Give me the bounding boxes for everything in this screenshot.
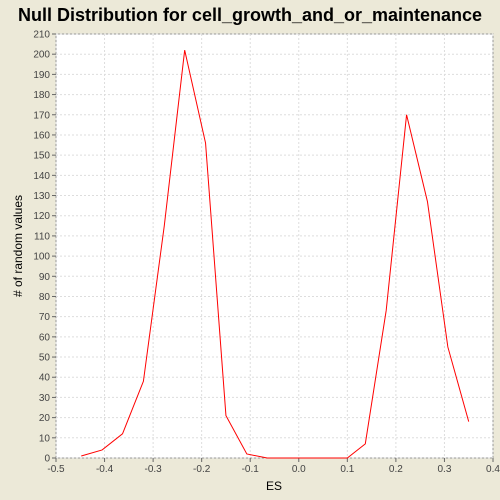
x-axis-label: ES	[266, 479, 282, 493]
axes: -0.5 -0.4 -0.3 -0.2 -0.1 0.0 0.1 0.2 0.3 0.4 0 10 20…	[33, 30, 500, 476]
y-tick-label: 140	[33, 171, 50, 182]
x-tick-label: -0.4	[96, 464, 114, 475]
chart-title: Null Distribution for cell_growth_and_or…	[17, 5, 483, 25]
data-point	[426, 200, 429, 203]
data-point	[467, 420, 470, 423]
y-axis-label: # of random values	[11, 195, 25, 297]
y-tick-label: 160	[33, 130, 50, 141]
y-tick-label: 20	[39, 413, 51, 424]
data-point	[266, 457, 269, 460]
plot-area	[55, 33, 494, 459]
grid-lines	[55, 33, 494, 459]
data-point	[245, 452, 248, 455]
data-point	[446, 345, 449, 348]
y-tick-label: 210	[33, 30, 50, 41]
y-tick-label: 200	[33, 50, 50, 61]
data-point	[405, 113, 408, 116]
x-tick-label: 0.3	[437, 464, 451, 475]
y-tick-label: 0	[44, 454, 50, 465]
data-point	[224, 414, 227, 417]
y-tick-label: 10	[39, 433, 51, 444]
y-tick-label: 150	[33, 151, 50, 162]
y-tick-label: 120	[33, 211, 50, 222]
y-tick-label: 40	[39, 373, 51, 384]
x-tick-label: 0.4	[486, 464, 500, 475]
y-tick-label: 100	[33, 252, 50, 263]
data-point	[346, 457, 349, 460]
data-point	[163, 224, 166, 227]
y-tick-label: 190	[33, 70, 50, 81]
x-tick-label: -0.1	[242, 464, 260, 475]
x-tick-label: -0.5	[47, 464, 65, 475]
x-tick-label: 0.1	[340, 464, 354, 475]
data-point	[80, 454, 83, 457]
data-point	[183, 49, 186, 52]
data-point	[101, 448, 104, 451]
y-tick-label: 180	[33, 90, 50, 101]
series-layer	[80, 49, 470, 460]
y-tick-label: 80	[39, 292, 51, 303]
data-point	[204, 142, 207, 145]
data-point	[385, 309, 388, 312]
x-tick-label: 0.0	[292, 464, 306, 475]
data-point	[364, 442, 367, 445]
x-tick-label: -0.2	[193, 464, 211, 475]
x-tick-label: 0.2	[389, 464, 403, 475]
y-tick-label: 170	[33, 110, 50, 121]
y-tick-label: 130	[33, 191, 50, 202]
y-tick-label: 70	[39, 312, 51, 323]
y-tick-label: 90	[39, 272, 51, 283]
x-tick-label: -0.3	[144, 464, 162, 475]
data-point	[121, 432, 124, 435]
data-point	[142, 380, 145, 383]
series-line	[81, 50, 470, 459]
y-tick-label: 110	[34, 231, 50, 242]
y-tick-label: 50	[39, 353, 51, 364]
y-tick-label: 30	[39, 393, 51, 404]
y-tick-label: 60	[39, 332, 51, 343]
